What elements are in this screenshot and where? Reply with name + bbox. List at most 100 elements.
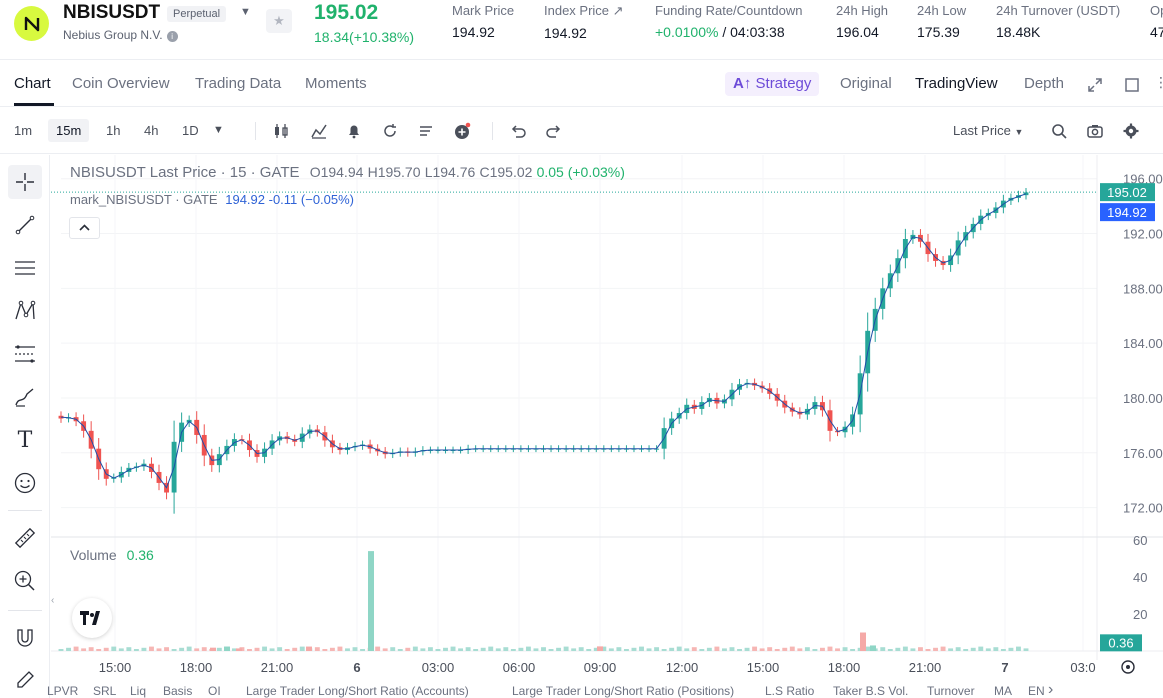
magnet-icon[interactable] (8, 621, 42, 655)
timeframe-1h[interactable]: 1h (106, 123, 121, 138)
volume-bar (488, 646, 494, 651)
expand-icon[interactable] (1087, 77, 1103, 93)
pattern-tool-icon[interactable] (8, 294, 42, 328)
indicator-shortcut-bar: LPVR SRL Liq Basis OI Large Trader Long/… (0, 681, 1163, 698)
tab-chart[interactable]: Chart (14, 75, 51, 92)
volume-bar (284, 649, 290, 651)
symbol-name[interactable]: NBISUSDT (63, 2, 161, 23)
fullscreen-icon[interactable] (1124, 77, 1140, 93)
emoji-tool-icon[interactable] (8, 466, 42, 500)
volume-bar (231, 648, 237, 651)
search-icon[interactable] (1050, 122, 1068, 140)
indicator-srl[interactable]: SRL (93, 684, 117, 698)
indicator-large-trader-positions[interactable]: Large Trader Long/Short Ratio (Positions… (512, 684, 735, 698)
indicator-ls-ratio[interactable]: L.S Ratio (765, 684, 815, 698)
volume-bar-highlight (306, 646, 312, 651)
trend-line-tool-icon[interactable] (8, 208, 42, 242)
tradingview-logo[interactable] (72, 598, 112, 638)
stat-value: 196.04 (836, 24, 879, 40)
undo-icon[interactable] (509, 122, 527, 140)
zoom-in-icon[interactable] (8, 564, 42, 598)
volume-bar (706, 647, 712, 651)
strategy-button[interactable]: A↑ Strategy (725, 72, 820, 96)
timeframe-1d[interactable]: 1D (182, 123, 199, 138)
volume-bar (819, 647, 825, 651)
indicator-turnover[interactable]: Turnover (927, 684, 975, 698)
indicator-lpvr[interactable]: LPVR (47, 684, 79, 698)
timeframe-4h[interactable]: 4h (144, 123, 159, 138)
ruler-measure-icon[interactable] (8, 521, 42, 555)
volume-bar (910, 648, 916, 651)
templates-icon[interactable] (417, 122, 435, 140)
info-icon[interactable]: i (166, 31, 178, 42)
price-chart[interactable]: 196.00 192.00 188.00 184.00 180.00 176.00 172.… (51, 155, 1163, 698)
candle-body (1023, 192, 1029, 196)
chevron-right-icon[interactable]: › (1048, 681, 1054, 698)
volume-legend: Volume 0.36 (70, 547, 154, 563)
alert-bell-icon[interactable] (345, 122, 363, 140)
indicator-ma[interactable]: MA (994, 684, 1012, 698)
price-source-select[interactable]: Last Price ▼ (953, 123, 1023, 138)
indicator-large-trader-accounts[interactable]: Large Trader Long/Short Ratio (Accounts) (246, 684, 469, 698)
crosshair-tool-icon[interactable] (8, 165, 42, 199)
text-tool-icon[interactable]: T (17, 427, 33, 453)
add-plus-icon[interactable] (453, 122, 471, 140)
redo-icon[interactable] (545, 122, 563, 140)
volume-bar (337, 646, 343, 651)
time-tick-label: 15:00 (99, 660, 132, 675)
pencil-lock-icon[interactable] (8, 663, 42, 697)
timeframe-dropdown-icon[interactable]: ▼ (213, 124, 224, 136)
favorite-star-icon[interactable]: ★ (266, 9, 292, 33)
stat-label: 24h Turnover (USDT) (996, 3, 1121, 18)
volume-bar (164, 647, 169, 651)
series-name[interactable]: NBISUSDT Last Price · 15 · GATE (70, 164, 300, 181)
tab-trading-data[interactable]: Trading Data (195, 75, 282, 92)
volume-bar (420, 648, 426, 651)
tab-tradingview[interactable]: TradingView (915, 75, 998, 92)
stat-label[interactable]: Funding Rate/Countdown (655, 3, 803, 18)
volume-tick-label: 40 (1133, 570, 1147, 585)
chevron-left-icon[interactable]: ‹ (51, 595, 55, 606)
timeframe-15m[interactable]: 15m (48, 119, 90, 142)
indicators-icon[interactable] (310, 122, 328, 140)
tab-moments[interactable]: Moments (305, 75, 367, 92)
nebius-logo (14, 6, 49, 41)
indicator-en[interactable]: EN (1028, 684, 1045, 698)
tab-depth[interactable]: Depth (1024, 75, 1065, 92)
divider (255, 122, 256, 140)
volume-bar (254, 647, 260, 651)
stat-label[interactable]: Mark Price (452, 3, 515, 18)
indicator-taker-bs-vol[interactable]: Taker B.S Vol. (833, 684, 909, 698)
delta-value: 0.05 (+0.03%) (536, 164, 625, 180)
more-menu-icon[interactable]: ⋮ (1154, 74, 1163, 90)
mark-series-name[interactable]: mark_NBISUSDT · GATE (70, 192, 218, 207)
stat-value: 47 (1150, 24, 1163, 40)
volume-bar (759, 648, 765, 651)
settings-gear-icon[interactable] (1122, 122, 1140, 140)
replay-icon[interactable] (381, 122, 399, 140)
fibonacci-tool-icon[interactable] (8, 337, 42, 371)
time-tick-label: 06:00 (503, 660, 536, 675)
volume-bar (149, 646, 154, 651)
funding-rate-value: +0.0100% (655, 24, 719, 40)
last-price: 195.02 (314, 1, 379, 24)
candlestick-type-icon[interactable] (272, 122, 290, 140)
indicator-liq[interactable]: Liq (130, 684, 147, 698)
chevron-down-icon[interactable]: ▼ (240, 6, 251, 18)
horizontal-lines-tool-icon[interactable] (8, 251, 42, 285)
brush-tool-icon[interactable] (8, 380, 42, 414)
volume-bar-highlight (224, 646, 230, 651)
time-tick-label: 21:00 (261, 660, 294, 675)
collapse-legend-button[interactable] (69, 217, 100, 239)
mark-price-tag-label: 194.92 (1107, 205, 1147, 220)
tab-coin-overview[interactable]: Coin Overview (72, 75, 170, 92)
camera-icon[interactable] (1086, 122, 1104, 140)
last-price-tag-label: 195.02 (1107, 185, 1147, 200)
tab-original[interactable]: Original (840, 75, 892, 92)
volume-bar (329, 647, 335, 651)
indicator-basis[interactable]: Basis (163, 684, 193, 698)
stat-label[interactable]: Index Price ↗ (544, 3, 624, 18)
timeframe-1m[interactable]: 1m (14, 123, 33, 138)
indicator-oi[interactable]: OI (208, 684, 221, 698)
volume-label[interactable]: Volume (70, 547, 117, 563)
